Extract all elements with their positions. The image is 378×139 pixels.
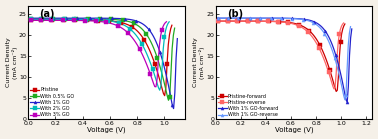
Text: (b): (b): [227, 9, 243, 19]
Text: (a): (a): [39, 9, 55, 19]
Y-axis label: Current Density
(mA cm⁻²): Current Density (mA cm⁻²): [6, 38, 17, 87]
Y-axis label: Current Density
(mA cm⁻²): Current Density (mA cm⁻²): [193, 38, 205, 87]
Legend: Pristine, With 0.5% GO, With 1% GO, With 2% GO, With 3% GO: Pristine, With 0.5% GO, With 1% GO, With…: [29, 87, 75, 118]
Legend: Pristine-forward, Pristine-reverse, With 1% GO-forward, With 1% GO-reverse: Pristine-forward, Pristine-reverse, With…: [217, 93, 279, 118]
X-axis label: Voltage (V): Voltage (V): [275, 127, 313, 133]
X-axis label: Voltage (V): Voltage (V): [87, 127, 126, 133]
